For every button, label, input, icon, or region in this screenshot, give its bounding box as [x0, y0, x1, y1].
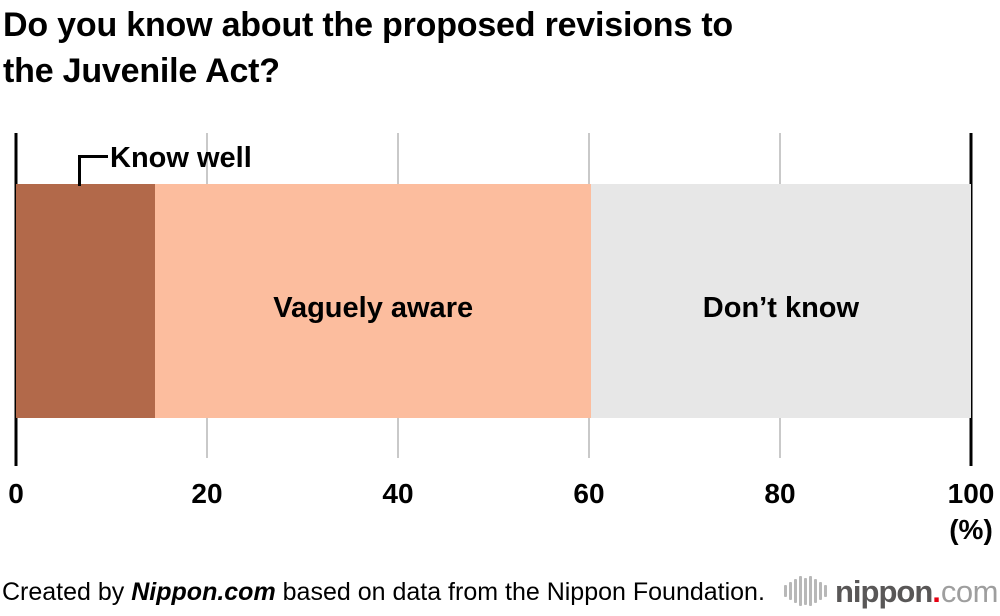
logo-soundwave-icon — [784, 575, 827, 607]
credit-suffix: based on data from the Nippon Foundation… — [275, 578, 765, 606]
chart-title-line2: the Juvenile Act? — [3, 52, 280, 90]
logo-bar — [799, 576, 802, 606]
x-axis-tick-100: 100 — [947, 478, 995, 509]
segment-dont-know: Don’t know — [590, 184, 971, 418]
know-well-callout-line-vertical — [78, 155, 81, 186]
logo-bar — [809, 576, 812, 606]
chart-title: Do you know about the proposed revisions… — [3, 2, 733, 94]
logo-text-com: com — [940, 573, 999, 609]
logo-bar — [794, 579, 797, 603]
logo-bar — [814, 579, 817, 603]
segment-label-vaguely-aware: Vaguely aware — [273, 291, 474, 324]
segment-label-dont-know: Don’t know — [702, 291, 860, 324]
footer-credit: Created by Nippon.com based on data from… — [2, 577, 765, 607]
credit-prefix: Created by — [2, 578, 132, 606]
segment-know-well — [16, 184, 156, 418]
logo-bar — [789, 582, 792, 600]
axis-line-100 — [969, 133, 973, 466]
x-axis-tick-20: 20 — [191, 478, 223, 509]
logo-wordmark: nippon.com — [835, 573, 999, 609]
segment-vaguely-aware: Vaguely aware — [155, 184, 591, 418]
x-axis-tick-80: 80 — [764, 478, 796, 509]
nippon-logo: nippon.com — [784, 572, 999, 610]
know-well-callout-label: Know well — [110, 142, 252, 174]
chart-title-line1: Do you know about the proposed revisions… — [3, 6, 734, 44]
plot-area: Vaguely aware Don’t know 0 20 40 60 80 1… — [8, 133, 994, 545]
logo-text-dot: . — [932, 573, 941, 609]
logo-bar — [804, 577, 807, 605]
know-well-callout-line-horizontal — [78, 155, 108, 158]
logo-bar — [824, 585, 827, 597]
x-axis-tick-60: 60 — [573, 478, 605, 509]
x-axis-unit-label: (%) — [949, 514, 993, 545]
logo-bar — [784, 585, 787, 597]
stacked-bar: Vaguely aware Don’t know — [16, 184, 971, 418]
logo-text-nippon: nippon — [835, 573, 933, 609]
x-axis-tick-0: 0 — [8, 478, 24, 509]
logo-bar — [819, 582, 822, 600]
x-axis-tick-40: 40 — [382, 478, 414, 509]
credit-source: Nippon.com — [131, 578, 276, 606]
